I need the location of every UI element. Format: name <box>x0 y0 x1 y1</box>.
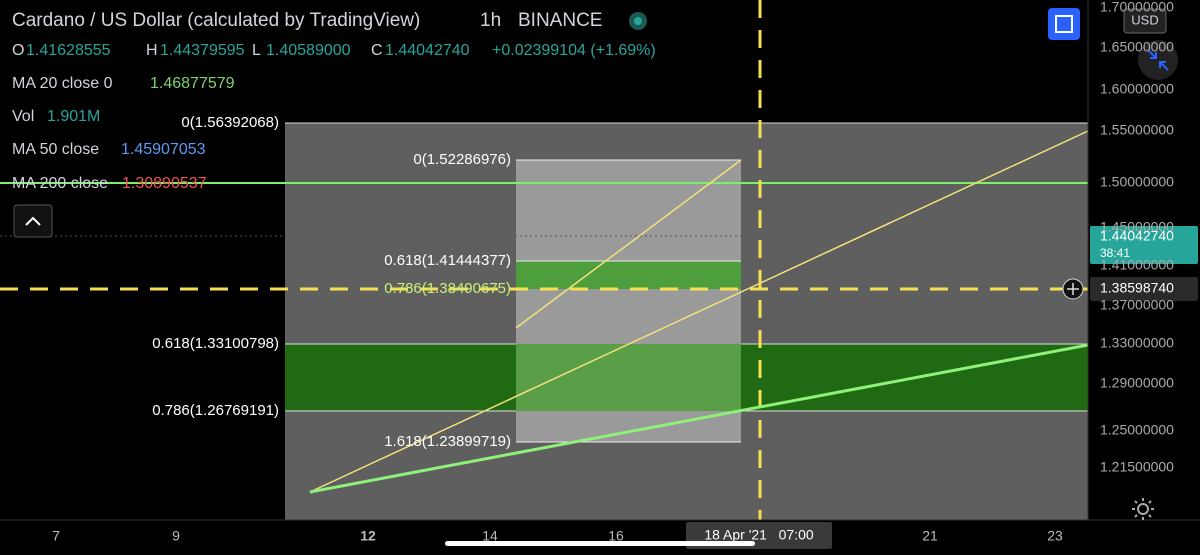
time-label: 23 <box>1047 528 1063 544</box>
price-label: 1.70000000 <box>1100 0 1174 15</box>
price-label: 1.55000000 <box>1100 122 1174 138</box>
fib-label: 0.786(1.26769191) <box>152 402 279 419</box>
fullscreen-icon <box>1055 15 1073 33</box>
fib-label: 0.618(1.41444377) <box>384 252 511 269</box>
exchange: BINANCE <box>518 10 602 31</box>
last-price: 1.44042740 <box>1100 228 1174 244</box>
settings-rays <box>1132 498 1154 520</box>
currency: USD <box>1131 12 1158 27</box>
fullscreen-button[interactable] <box>1048 8 1080 40</box>
ohlc-c: 1.44042740 <box>385 42 470 59</box>
time-label: 16 <box>608 528 624 544</box>
trend-line <box>309 343 1089 494</box>
ohlc-o: 1.41628555 <box>26 42 111 59</box>
time-label: 14 <box>482 528 498 544</box>
ohlc-change: +0.02399104 (+1.69%) <box>492 42 656 59</box>
collapse-legend-button[interactable] <box>13 204 53 238</box>
settings-button[interactable] <box>1137 503 1149 515</box>
fib-label: 0(1.52286976) <box>413 151 511 168</box>
crosshair-price: 1.38598740 <box>1100 280 1174 296</box>
title: Cardano / US Dollar (calculated by Tradi… <box>12 10 420 31</box>
indicator-value: 1.30890537 <box>122 175 207 192</box>
time-label: 9 <box>172 528 180 544</box>
price-label: 1.50000000 <box>1100 174 1174 190</box>
indicator-value: 1.45907053 <box>121 141 206 158</box>
price-label: 1.41000000 <box>1100 257 1174 273</box>
ohlc-l: 1.40589000 <box>266 42 351 59</box>
time-label: 21 <box>922 528 938 544</box>
trend-line <box>309 130 1089 493</box>
price-label: 1.21500000 <box>1100 459 1174 475</box>
price-label: 1.29000000 <box>1100 375 1174 391</box>
currency-box[interactable] <box>1123 8 1167 34</box>
ohlc-c-label: C <box>371 42 383 59</box>
chevron-icon <box>25 216 41 226</box>
price-label: 1.45000000 <box>1100 219 1174 235</box>
ohlc-h-label: H <box>146 42 158 59</box>
collapse-icon <box>1147 49 1169 71</box>
indicator-name: MA 50 close <box>12 141 99 158</box>
fib-small-zone <box>516 261 741 289</box>
crosshair-price-tag <box>1090 277 1198 301</box>
fib-label: 0.786(1.38490675) <box>384 280 511 297</box>
price-label: 1.33000000 <box>1100 335 1174 351</box>
home-indicator <box>445 541 755 546</box>
price-label: 1.25000000 <box>1100 422 1174 438</box>
indicator-name: MA 200 close <box>12 175 108 192</box>
time-label: 7 <box>52 528 60 544</box>
price-label: 1.60000000 <box>1100 81 1174 97</box>
fib-label: 0(1.56392068) <box>181 114 279 131</box>
indicator-name: MA 20 close 0 <box>12 75 113 92</box>
price-label: 1.37000000 <box>1100 297 1174 313</box>
crosshair-time: 18 Apr '21 07:00 <box>704 527 814 543</box>
fib-label: 0.618(1.33100798) <box>152 335 279 352</box>
countdown: 38:41 <box>1100 246 1130 260</box>
trend-line <box>515 159 742 329</box>
interval: 1h <box>480 10 501 31</box>
fib-label: 1.618(1.23899719) <box>384 433 511 450</box>
status-dot-core <box>634 17 642 25</box>
indicator-value: 1.46877579 <box>150 75 235 92</box>
indicator-value: 1.901M <box>47 108 100 125</box>
ohlc-h: 1.44379595 <box>160 42 245 59</box>
indicator-name: Vol <box>12 108 34 125</box>
ohlc-l-label: L <box>252 42 261 59</box>
time-label: 12 <box>360 528 376 544</box>
plus-icon <box>1067 283 1079 295</box>
ohlc-o-label: O <box>12 42 24 59</box>
last-price-tag <box>1090 226 1198 264</box>
fib-small-overlap <box>516 344 741 411</box>
price-label: 1.65000000 <box>1100 39 1174 55</box>
